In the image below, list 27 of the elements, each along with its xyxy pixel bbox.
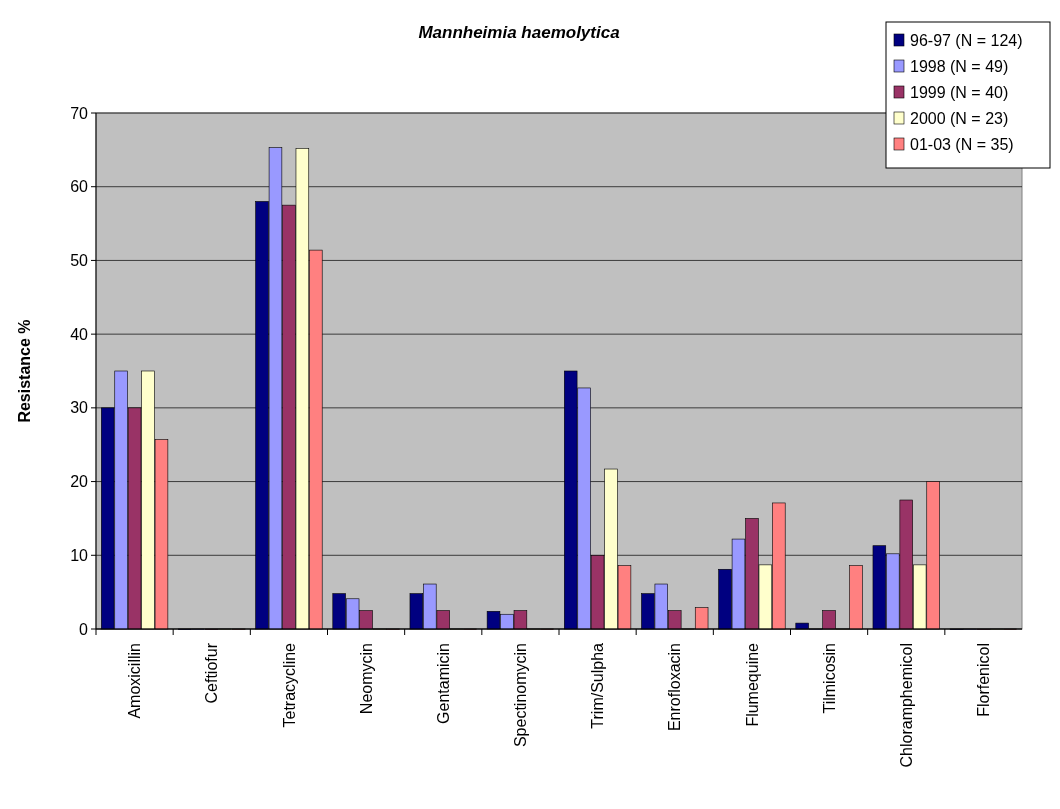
y-tick-label: 70 xyxy=(70,104,89,122)
x-tick-label: Tetracycline xyxy=(280,642,298,728)
x-tick-label: Amoxicillin xyxy=(126,643,144,719)
y-tick-label: 60 xyxy=(70,178,89,196)
x-tick-label: Enrofloxacin xyxy=(666,643,684,732)
x-tick-label: Neomycin xyxy=(357,643,375,715)
x-tick-label: Ceftiofur xyxy=(203,642,221,704)
legend-label: 01-03 (N = 35) xyxy=(910,135,1014,153)
y-tick-label: 0 xyxy=(79,620,89,638)
y-axis-title: Resistance % xyxy=(16,319,33,423)
x-tick-label: Florfenicol xyxy=(975,643,993,717)
legend-label: 1999 (N = 40) xyxy=(910,83,1009,101)
y-tick-label: 20 xyxy=(70,473,89,491)
x-tick-label: Tilmicosin xyxy=(820,643,838,714)
y-tick-label: 40 xyxy=(70,325,89,343)
legend-label: 96-97 (N = 124) xyxy=(910,31,1023,49)
x-tick-label: Spectinomycin xyxy=(512,643,530,748)
legend-label: 2000 (N = 23) xyxy=(910,109,1009,127)
x-tick-label: Gentamicin xyxy=(434,643,452,724)
legend-label: 1998 (N = 49) xyxy=(910,57,1009,75)
x-tick-label: Trim/Sulpha xyxy=(589,642,607,729)
y-tick-label: 50 xyxy=(70,252,89,270)
y-tick-label: 30 xyxy=(70,399,89,417)
y-tick-label: 10 xyxy=(70,546,89,564)
x-tick-label: Flumequine xyxy=(743,642,761,727)
x-tick-label: Chloramphemicol xyxy=(897,643,915,768)
chart-title: Mannheimia haemolytica xyxy=(418,23,620,42)
